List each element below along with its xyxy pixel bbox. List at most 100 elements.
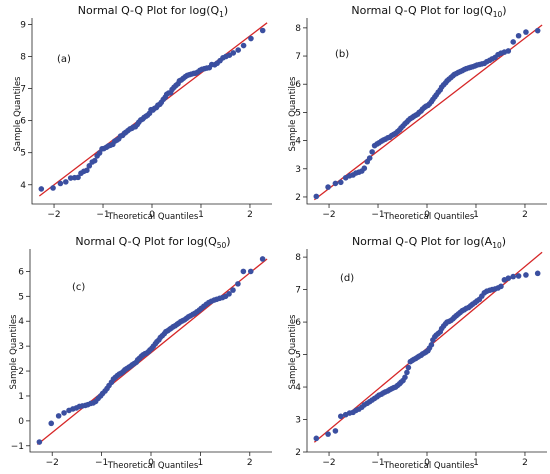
x-tick-label: −1 <box>96 210 109 220</box>
data-point <box>510 273 517 280</box>
data-point <box>332 428 339 434</box>
x-tick-label: 1 <box>473 210 479 220</box>
data-point <box>313 435 320 442</box>
panel-b-title: Normal Q-Q Plot for log(Q10) <box>351 4 506 19</box>
panel-b-ylabel: Sample Quantiles <box>288 76 298 152</box>
data-point <box>75 174 81 181</box>
y-tick-label: 7 <box>20 85 26 95</box>
panel-c-xlabel: Theoretical Quantiles <box>107 461 199 471</box>
x-tick-label: −2 <box>46 458 59 468</box>
data-point <box>523 272 529 278</box>
data-point <box>259 27 266 34</box>
panel-a-ylabel: Sample Quantiles <box>13 76 23 152</box>
panel-c-title: Normal Q-Q Plot for log(Q50) <box>75 235 230 250</box>
y-tick-label: 4 <box>18 317 24 327</box>
y-tick-label: 8 <box>20 52 26 62</box>
data-point <box>313 193 320 200</box>
data-point <box>337 413 344 420</box>
y-tick-label: 0 <box>18 417 24 427</box>
y-tick-label: −1 <box>11 442 24 452</box>
x-tick-label: 0 <box>424 210 430 220</box>
panel-d-label: (d) <box>340 273 354 284</box>
x-tick-label: 2 <box>247 210 253 220</box>
panel-d: Normal Q-Q Plot for log(A10) Theoretical… <box>288 235 547 471</box>
panel-a-label: (a) <box>57 54 71 65</box>
data-point <box>96 150 103 156</box>
data-point <box>505 48 512 54</box>
data-point <box>405 364 412 371</box>
data-point <box>61 410 67 416</box>
data-point <box>240 42 247 49</box>
y-tick-label: 8 <box>295 24 301 34</box>
data-point <box>332 180 339 187</box>
reference-line <box>36 258 268 446</box>
panel-d-xlabel: Theoretical Quantiles <box>383 461 475 471</box>
data-point <box>55 413 62 419</box>
data-point <box>62 179 69 185</box>
data-point <box>402 374 408 381</box>
y-tick-label: 6 <box>20 117 26 127</box>
y-tick-label: 2 <box>295 193 301 203</box>
y-tick-label: 5 <box>295 351 301 361</box>
x-tick-label: −1 <box>371 210 384 220</box>
x-tick-label: 2 <box>522 210 528 220</box>
x-tick-label: −2 <box>322 210 335 220</box>
data-point <box>366 155 373 161</box>
x-tick-label: 2 <box>247 458 253 468</box>
data-point <box>515 273 522 279</box>
data-point <box>534 270 541 277</box>
panel-c: Normal Q-Q Plot for log(Q50) Theoretical… <box>9 235 272 471</box>
data-point <box>428 342 435 348</box>
data-point <box>337 179 344 186</box>
panel-a-title: Normal Q-Q Plot for log(Q1) <box>78 4 228 19</box>
x-tick-label: 0 <box>149 210 155 220</box>
x-tick-label: −1 <box>371 458 384 468</box>
data-point <box>235 281 241 287</box>
panel-d-title: Normal Q-Q Plot for log(A10) <box>352 235 506 250</box>
panel-b-xlabel: Theoretical Quantiles <box>383 212 475 222</box>
y-tick-label: 3 <box>295 416 301 426</box>
x-tick-label: 2 <box>522 458 528 468</box>
y-tick-label: 6 <box>295 80 301 90</box>
data-point <box>84 167 90 174</box>
axis-spine <box>29 249 272 453</box>
data-point <box>404 369 410 376</box>
y-tick-label: 9 <box>20 20 26 30</box>
x-tick-label: 0 <box>424 458 430 468</box>
data-point <box>534 27 541 34</box>
y-tick-label: 8 <box>295 253 301 263</box>
y-tick-label: 5 <box>20 149 26 159</box>
data-point <box>498 283 504 290</box>
data-point <box>230 287 236 293</box>
data-point <box>505 275 512 282</box>
panel-b: Normal Q-Q Plot for log(Q10) Theoretical… <box>288 4 547 222</box>
panel-c-label: (c) <box>72 282 85 293</box>
x-tick-label: 1 <box>473 458 479 468</box>
axis-spine <box>31 18 272 205</box>
y-tick-label: 4 <box>20 181 26 191</box>
y-tick-label: 3 <box>18 342 24 352</box>
data-point <box>38 186 45 192</box>
data-point <box>48 420 55 427</box>
x-tick-label: −2 <box>322 458 335 468</box>
data-point <box>226 291 232 297</box>
y-tick-label: 4 <box>295 137 301 147</box>
data-point <box>36 439 43 445</box>
data-point <box>361 165 368 172</box>
y-tick-label: 5 <box>295 108 301 118</box>
panel-b-label: (b) <box>335 49 349 60</box>
data-point <box>259 256 266 262</box>
y-tick-label: 1 <box>18 392 24 402</box>
x-tick-label: −2 <box>47 210 60 220</box>
x-tick-label: −1 <box>95 458 108 468</box>
x-tick-label: 1 <box>198 210 204 220</box>
data-point <box>230 50 237 56</box>
data-point <box>50 185 56 191</box>
y-tick-label: 6 <box>18 267 24 277</box>
panel-a-xlabel: Theoretical Quantiles <box>107 212 199 222</box>
data-point <box>240 268 247 275</box>
data-point <box>523 29 529 35</box>
data-point <box>325 184 331 190</box>
panel-d-ylabel: Sample Quantiles <box>288 314 298 390</box>
